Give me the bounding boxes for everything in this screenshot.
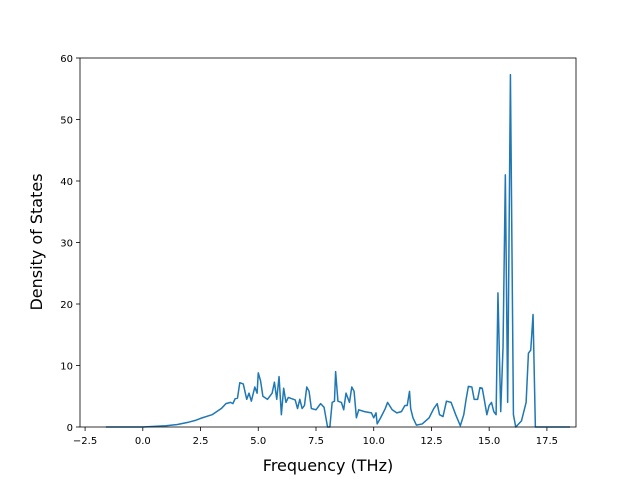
y-tick-label: 40	[60, 177, 73, 188]
x-tick-label: 15.0	[478, 436, 500, 447]
y-tick-label: 50	[60, 116, 73, 127]
y-tick-label: 30	[60, 239, 73, 250]
plot-frame	[79, 57, 577, 428]
y-tick-label: 0	[67, 423, 73, 434]
x-tick-label: 10.0	[363, 436, 385, 447]
x-tick-label: 12.5	[420, 436, 442, 447]
y-tick-label: 10	[60, 362, 73, 373]
y-axis-label: Density of States	[27, 173, 46, 310]
x-tick-label: 7.5	[308, 436, 324, 447]
x-tick-label: 5.0	[250, 436, 266, 447]
x-tick-label: 2.5	[193, 436, 209, 447]
y-tick-label: 20	[60, 300, 73, 311]
x-axis-label: Frequency (THz)	[263, 456, 393, 475]
x-tick-label: −2.5	[73, 436, 97, 447]
x-tick-label: 17.5	[536, 436, 558, 447]
line	[105, 73, 570, 428]
x-tick-label: 0.0	[135, 436, 151, 447]
y-tick-label: 60	[60, 54, 73, 65]
